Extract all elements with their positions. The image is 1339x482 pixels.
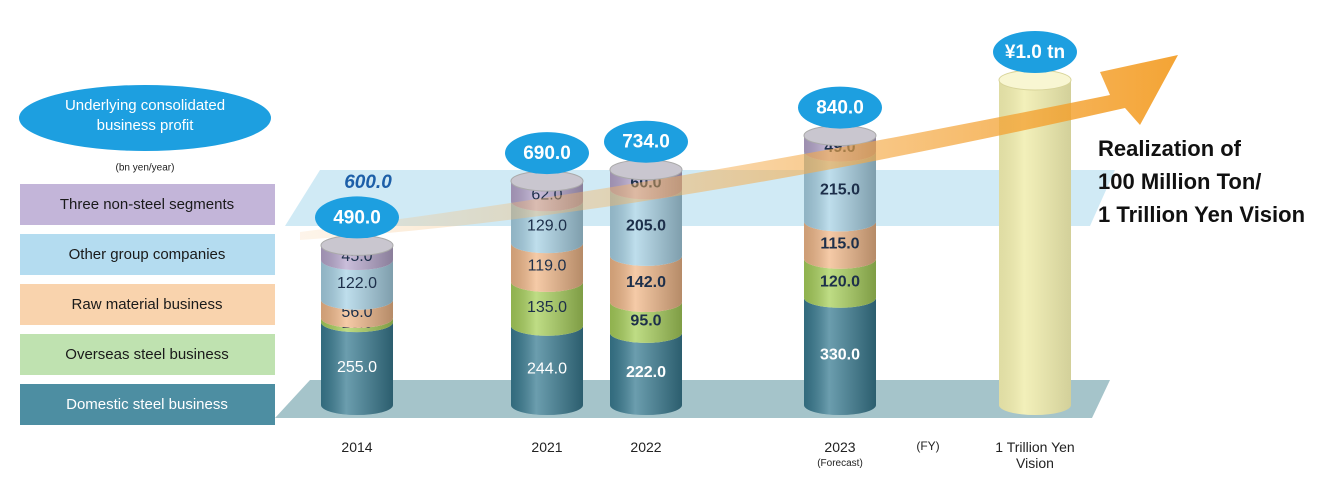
value-label: 205.0 (626, 218, 666, 235)
value-label: 122.0 (337, 275, 377, 292)
legend-swatch (20, 284, 275, 325)
x-tick-label: 2021 (531, 439, 563, 455)
legend-label: Other group companies (69, 246, 226, 263)
cylinder-shade (804, 221, 876, 269)
total-bubble (798, 86, 882, 129)
legend-swatch (20, 334, 275, 375)
total-bubble (993, 31, 1077, 73)
legend-swatch (20, 384, 275, 425)
x-tick-label: 2014 (341, 439, 373, 455)
value-label: 129.0 (527, 217, 567, 234)
cylinder-shade (610, 332, 682, 415)
total-label: 840.0 (816, 98, 864, 119)
value-label: 95.0 (630, 313, 661, 330)
legend-swatch (20, 184, 275, 225)
total-bubble (505, 132, 589, 175)
legend-label: Overseas steel business (65, 346, 228, 363)
legend-label: Domestic steel business (66, 396, 228, 413)
cylinder-shade (804, 258, 876, 308)
cylinder-shade (511, 325, 583, 415)
value-label: 142.0 (626, 274, 666, 291)
value-label: 255.0 (337, 359, 377, 376)
value-label: 120.0 (820, 273, 860, 290)
annotation-line: 1 Trillion Yen Vision (1098, 202, 1306, 227)
cylinder-shade (610, 255, 682, 312)
cylinder-shade (321, 299, 393, 328)
cylinder-shade (610, 301, 682, 343)
cylinder-shade (999, 80, 1071, 415)
x-tick-label: 2023 (824, 439, 856, 455)
cylinder-shade (610, 189, 682, 266)
value-label: 119.0 (528, 258, 567, 275)
total-label: 490.0 (333, 207, 381, 228)
cylinder-shade (804, 151, 876, 232)
legend-title-bubble (19, 85, 271, 151)
total-bubble (315, 196, 399, 239)
cylinder-shade (321, 322, 393, 415)
cylinder-shade (511, 281, 583, 336)
value-label: 135.0 (527, 299, 567, 316)
unit-label: (bn yen/year) (116, 163, 175, 174)
legend-label: Raw material business (72, 296, 223, 313)
reference-label: 600.0 (344, 172, 392, 193)
floor (275, 380, 1110, 418)
cylinder-shade (321, 260, 393, 310)
value-label: 330.0 (820, 347, 860, 364)
cylinder-shade (321, 245, 393, 271)
x-unit: (FY) (916, 439, 940, 453)
legend-swatch (20, 234, 275, 275)
value-label: 115.0 (820, 235, 859, 252)
annotation: Realization of 100 Million Ton/1 Trillion… (1098, 132, 1305, 231)
annotation-line: 100 Million Ton/ (1098, 169, 1262, 194)
x-tick-label: 2022 (630, 439, 662, 455)
category-note: (Forecast) (817, 458, 863, 469)
legend-title: Underlying consolidated business profit (64, 97, 226, 134)
cylinder-shade (321, 317, 393, 333)
value-label: 215.0 (820, 182, 860, 199)
total-bubble (604, 120, 688, 163)
legend-title-box: Underlying consolidated business profit (64, 97, 226, 134)
x-tick-label: 1 Trillion Yen Vision (995, 439, 1075, 471)
cylinder-shade (511, 243, 583, 292)
cylinder-shade (804, 297, 876, 415)
total-label: 690.0 (523, 143, 571, 164)
value-label: 244.0 (527, 361, 567, 378)
annotation-line: Realization of (1098, 136, 1242, 161)
total-label: ¥1.0 tn (1005, 42, 1065, 63)
value-label: 222.0 (626, 364, 666, 381)
total-label: 734.0 (622, 132, 670, 153)
legend-label: Three non-steel segments (60, 196, 234, 213)
